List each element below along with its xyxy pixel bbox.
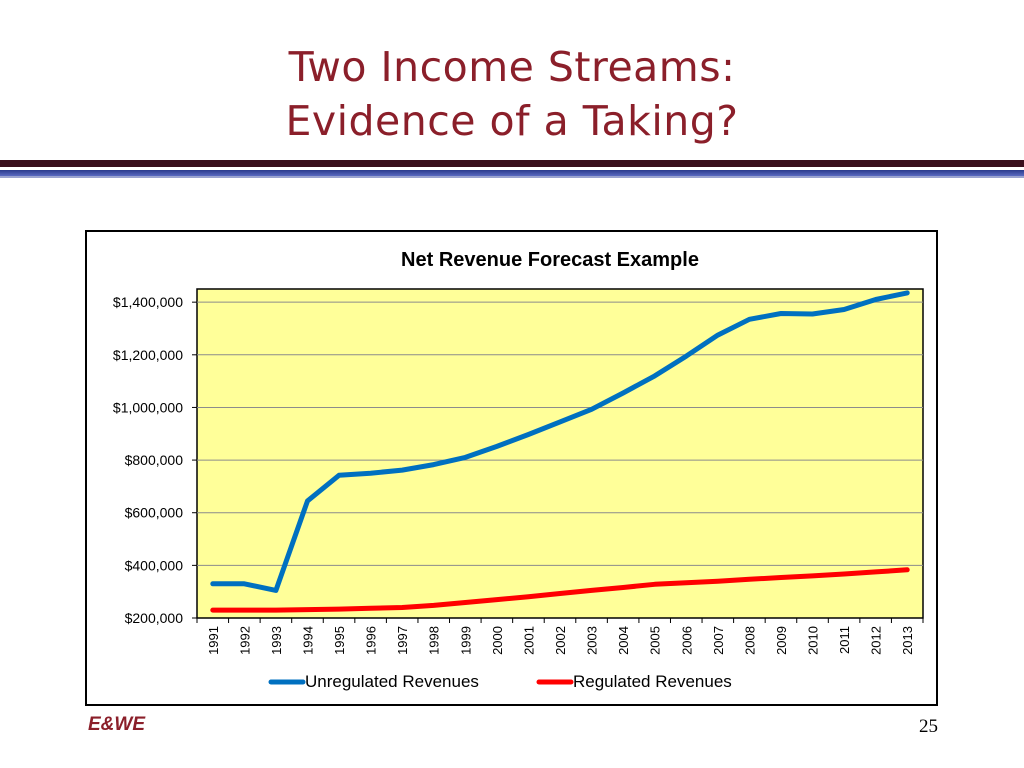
x-tick-label: 1993	[269, 626, 284, 655]
x-tick-label: 2004	[616, 626, 631, 655]
x-tick-label: 2006	[679, 626, 694, 655]
y-tick-label: $1,400,000	[113, 294, 183, 310]
chart-title: Net Revenue Forecast Example	[401, 249, 699, 271]
footer-logo: E&WE	[88, 714, 145, 735]
legend-label-regulated: Regulated Revenues	[573, 672, 732, 691]
net-revenue-chart: Net Revenue Forecast Example $200,000 $400…	[113, 249, 924, 691]
plot-area	[196, 288, 924, 619]
x-tick-label: 1998	[427, 626, 442, 655]
chart-frame: Net Revenue Forecast Example $200,000 $400…	[85, 230, 938, 706]
y-tick-label: $600,000	[125, 505, 184, 521]
x-tick-label: 1994	[300, 626, 315, 655]
slide-title-line2: Evidence of a Taking?	[285, 97, 739, 145]
y-tick-label: $1,200,000	[113, 347, 183, 363]
y-tick-label: $800,000	[125, 452, 184, 468]
x-tick-label: 2003	[585, 626, 600, 655]
x-tick-label: 1992	[237, 626, 252, 655]
y-tick-label: $1,000,000	[113, 399, 183, 415]
x-tick-label: 2007	[711, 626, 726, 655]
x-tick-label: 2010	[806, 626, 821, 655]
y-tick-label: $200,000	[125, 610, 184, 626]
x-tick-label: 1999	[458, 626, 473, 655]
x-tick-label: 1997	[395, 626, 410, 655]
x-tick-label: 2005	[648, 626, 663, 655]
slide-title-line1: Two Income Streams:	[288, 43, 736, 91]
x-tick-label: 1991	[206, 626, 221, 655]
x-tick-label: 2002	[553, 626, 568, 655]
x-tick-label: 1995	[332, 626, 347, 655]
x-tick-label: 2008	[742, 626, 757, 655]
title-divider-blue-light	[0, 176, 1024, 178]
title-divider-dark	[0, 160, 1024, 167]
x-tick-label: 1996	[364, 626, 379, 655]
x-tick-label: 2013	[900, 626, 915, 655]
x-tick-label: 2000	[490, 626, 505, 655]
page-number: 25	[919, 716, 938, 737]
title-divider-gap	[0, 168, 1024, 170]
x-tick-label: 2001	[521, 626, 536, 655]
slide-title: Two Income Streams: Evidence of a Taking…	[0, 40, 1024, 148]
x-tick-label: 2011	[837, 626, 852, 654]
x-tick-label: 2012	[869, 626, 884, 655]
title-divider-blue	[0, 170, 1024, 176]
x-tick-label: 2009	[774, 626, 789, 655]
y-tick-label: $400,000	[125, 557, 184, 573]
legend-label-unregulated: Unregulated Revenues	[305, 672, 479, 691]
